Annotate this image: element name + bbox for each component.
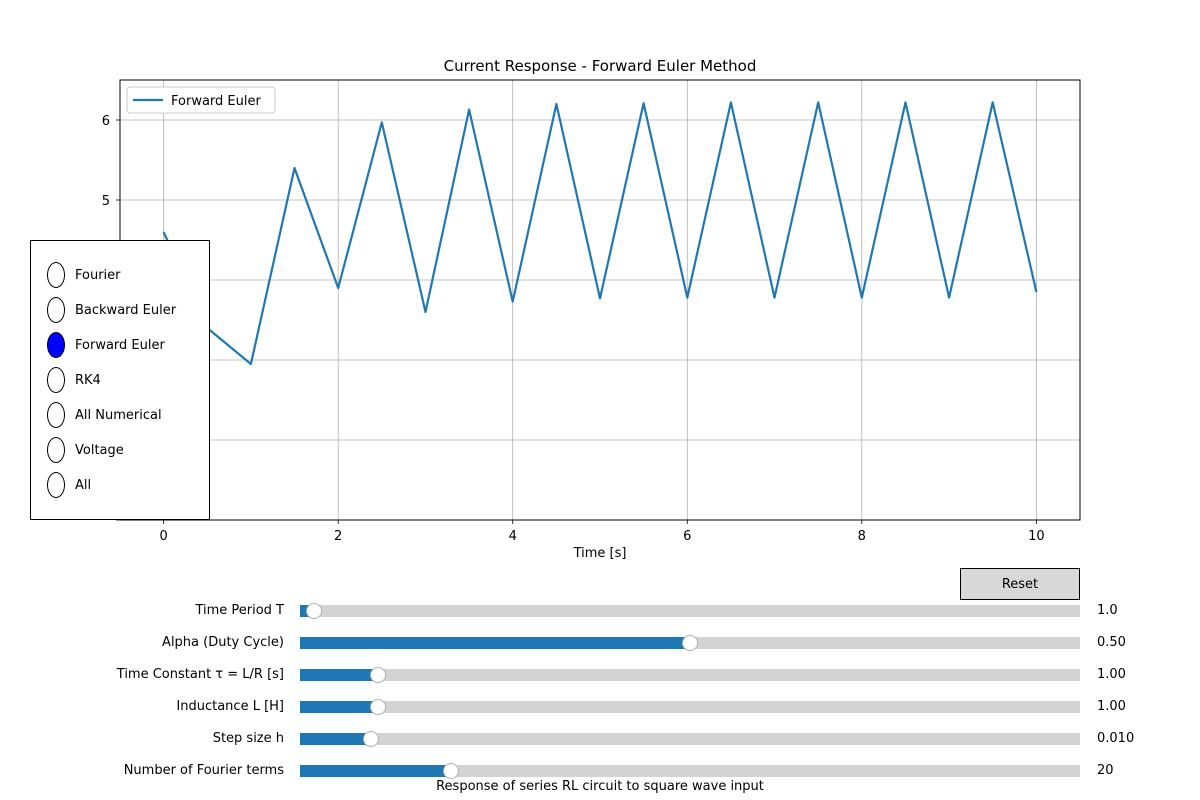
slider-label: Step size h xyxy=(212,731,284,746)
grid-lines xyxy=(120,80,1080,521)
slider-handle[interactable] xyxy=(306,603,323,619)
series-line xyxy=(162,101,1038,366)
slider-handle[interactable] xyxy=(682,635,698,651)
radio-option-backward-euler[interactable]: Backward Euler xyxy=(47,296,176,324)
radio-circle-icon[interactable] xyxy=(47,262,65,288)
slider-label: Number of Fourier terms xyxy=(123,763,284,778)
radio-circle-icon[interactable] xyxy=(47,297,65,323)
slider-track[interactable] xyxy=(300,699,1080,715)
slider-handle[interactable] xyxy=(362,731,379,747)
axis-ticks: 0 2 4 6 8 10 5 6 xyxy=(102,114,1045,544)
radio-circle-icon[interactable] xyxy=(47,332,65,358)
legend-label: Forward Euler xyxy=(171,94,261,109)
slider-track[interactable] xyxy=(300,731,1080,747)
slider-handle[interactable] xyxy=(370,699,386,715)
slider-row: Inductance L [H] 1.00 xyxy=(0,697,1200,717)
slider-label: Inductance L [H] xyxy=(176,699,284,714)
slider-fill xyxy=(300,733,371,745)
slider-label: Time Period T xyxy=(195,603,284,618)
x-axis-label: Time [s] xyxy=(573,546,627,561)
slider-label: Alpha (Duty Cycle) xyxy=(162,635,284,650)
radio-circle-icon[interactable] xyxy=(47,472,65,498)
slider-row: Time Period T 1.0 xyxy=(0,601,1200,621)
slider-row: Number of Fourier terms 20 xyxy=(0,761,1200,781)
x-tick-label: 0 xyxy=(159,529,167,544)
radio-option-forward-euler[interactable]: Forward Euler xyxy=(47,331,165,359)
radio-label: Fourier xyxy=(75,267,121,283)
radio-option-all[interactable]: All xyxy=(47,471,91,499)
reset-button[interactable]: Reset xyxy=(960,568,1080,600)
slider-track[interactable] xyxy=(300,667,1080,683)
radio-label: Forward Euler xyxy=(75,337,165,353)
slider-handle[interactable] xyxy=(370,667,386,683)
slider-label: Time Constant τ = L/R [s] xyxy=(116,667,284,682)
slider-row: Step size h 0.010 xyxy=(0,729,1200,749)
slider-track[interactable] xyxy=(300,635,1080,651)
slider-fill xyxy=(300,637,690,649)
y-tick-label: 5 xyxy=(102,194,110,209)
radio-circle-icon[interactable] xyxy=(47,437,65,463)
series-lines xyxy=(162,101,1038,366)
y-tick-label: 6 xyxy=(102,114,110,129)
slider-value: 0.010 xyxy=(1097,731,1135,746)
radio-option-all-numerical[interactable]: All Numerical xyxy=(47,401,162,429)
legend: Forward Euler xyxy=(126,86,276,114)
slider-value: 1.0 xyxy=(1097,603,1118,618)
slider-row: Alpha (Duty Cycle) 0.50 xyxy=(0,633,1200,653)
x-tick-label: 10 xyxy=(1028,529,1045,544)
radio-label: All Numerical xyxy=(75,407,162,423)
chart-title: Current Response - Forward Euler Method xyxy=(443,57,757,75)
slider-track[interactable] xyxy=(300,763,1080,779)
figure-caption: Response of series RL circuit to square … xyxy=(436,779,764,794)
slider-track[interactable] xyxy=(300,603,1080,619)
radio-label: All xyxy=(75,477,92,493)
axes-frame xyxy=(119,79,1081,521)
slider-value: 1.00 xyxy=(1097,667,1126,682)
slider-fill xyxy=(300,765,451,777)
radio-option-rk4[interactable]: RK4 xyxy=(47,366,101,394)
radio-option-fourier[interactable]: Fourier xyxy=(47,261,121,289)
slider-handle[interactable] xyxy=(442,763,459,779)
slider-fill xyxy=(300,669,378,681)
slider-fill xyxy=(300,701,378,713)
radio-option-voltage[interactable]: Voltage xyxy=(47,436,124,464)
radio-circle-icon[interactable] xyxy=(47,402,65,428)
legend-box xyxy=(126,86,276,114)
x-tick-label: 8 xyxy=(858,529,866,544)
radio-label: Backward Euler xyxy=(75,302,177,318)
x-tick-label: 4 xyxy=(509,529,517,544)
slider-value: 20 xyxy=(1097,763,1114,778)
method-radio-panel: Fourier Backward Euler Forward Euler RK4 All… xyxy=(30,240,210,520)
slider-value: 0.50 xyxy=(1097,635,1126,650)
x-tick-label: 6 xyxy=(683,529,691,544)
radio-label: Voltage xyxy=(75,442,124,458)
radio-label: RK4 xyxy=(75,372,101,388)
slider-value: 1.00 xyxy=(1097,699,1126,714)
slider-row: Time Constant τ = L/R [s] 1.00 xyxy=(0,665,1200,685)
x-tick-label: 2 xyxy=(334,529,342,544)
radio-circle-icon[interactable] xyxy=(47,367,65,393)
